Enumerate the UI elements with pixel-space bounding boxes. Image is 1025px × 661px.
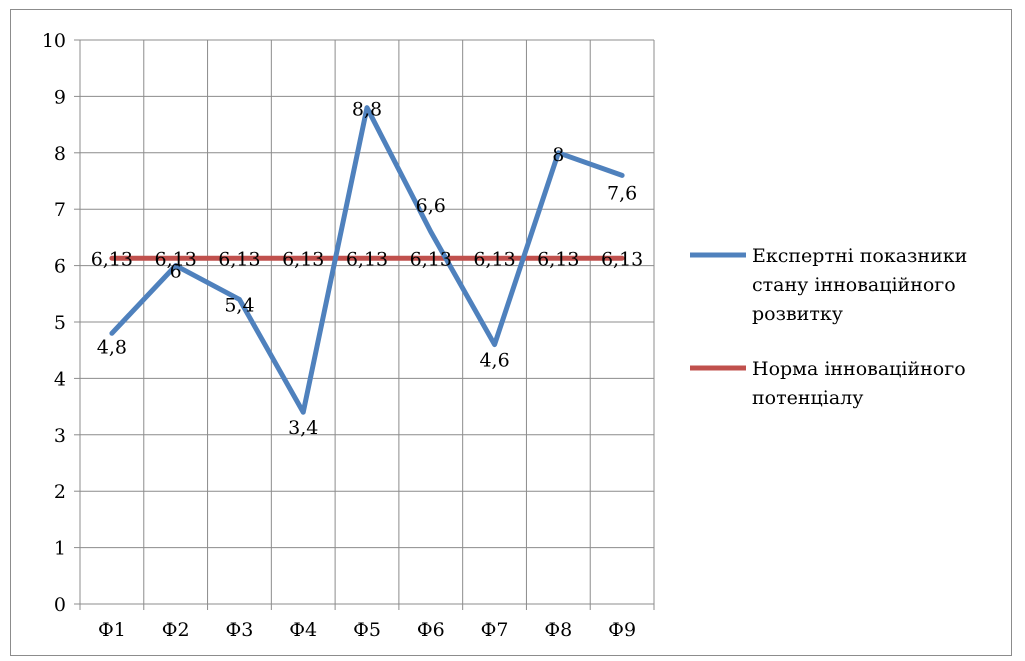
data-label-expert: 5,4: [224, 294, 254, 316]
y-tick-label: 6: [54, 256, 66, 278]
data-label-expert: 8: [552, 144, 564, 166]
x-tick-label: Ф2: [162, 619, 190, 641]
data-label-norm: 6,13: [601, 248, 643, 270]
data-label-expert: 4,8: [97, 336, 127, 358]
x-axis-ticks: Ф1 Ф2 Ф3 Ф4 Ф5 Ф6 Ф7 Ф8 Ф9: [79, 604, 655, 641]
legend: Експертні показники стану інноваційного ро…: [690, 245, 967, 409]
data-label-norm: 6,13: [346, 248, 388, 270]
y-tick-label: 4: [54, 368, 66, 390]
x-tick-label: Ф1: [98, 619, 126, 641]
series-line-1: [109, 105, 625, 415]
x-tick-label: Ф9: [608, 619, 636, 641]
y-tick-label: 10: [42, 30, 66, 52]
data-label-expert: 6: [170, 261, 182, 283]
data-label-expert: 7,6: [607, 182, 637, 204]
legend-label: Норма інноваційного потенціалу: [752, 358, 966, 409]
data-labels: 6,13 6,13 6,13 6,13 6,13 6,13 6,13 6,13 6,13 4,8 6…: [91, 99, 644, 440]
legend-item-2: Норма інноваційного потенціалу: [690, 358, 966, 409]
y-tick-label: 1: [54, 538, 66, 560]
legend-item-1: Експертні показники стану інноваційного ро…: [690, 245, 967, 325]
data-label-norm: 6,13: [91, 248, 133, 270]
data-label-norm: 6,13: [473, 248, 515, 270]
y-tick-label: 9: [54, 86, 66, 108]
x-tick-label: Ф7: [481, 619, 509, 641]
y-tick-label: 2: [54, 481, 66, 503]
data-label-expert: 8,8: [352, 99, 382, 121]
data-label-norm: 6,13: [410, 248, 452, 270]
y-tick-label: 7: [54, 199, 66, 221]
chart-frame: [10, 9, 1012, 656]
data-label-expert: 3,4: [288, 417, 318, 439]
grid: [80, 39, 655, 604]
data-label-expert: 4,6: [479, 350, 509, 372]
data-label-norm: 6,13: [282, 248, 324, 270]
x-tick-label: Ф8: [544, 619, 572, 641]
y-axis-ticks: 0 1 2 3 4 5 6 7 8 9 10: [42, 30, 80, 616]
data-label-norm: 6,13: [155, 248, 197, 270]
legend-label: Експертні показники стану інноваційного ро…: [752, 245, 967, 325]
y-tick-label: 5: [54, 312, 66, 334]
data-label-norm: 6,13: [218, 248, 260, 270]
x-tick-label: Ф5: [353, 619, 381, 641]
x-tick-label: Ф3: [226, 619, 254, 641]
y-tick-label: 0: [54, 594, 66, 616]
y-tick-label: 3: [54, 425, 66, 447]
series-lines: [109, 105, 625, 415]
data-label-norm: 6,13: [537, 248, 579, 270]
x-tick-label: Ф4: [289, 619, 317, 641]
y-tick-label: 8: [54, 143, 66, 165]
data-label-expert: 6,6: [416, 195, 446, 217]
x-tick-label: Ф6: [417, 619, 445, 641]
